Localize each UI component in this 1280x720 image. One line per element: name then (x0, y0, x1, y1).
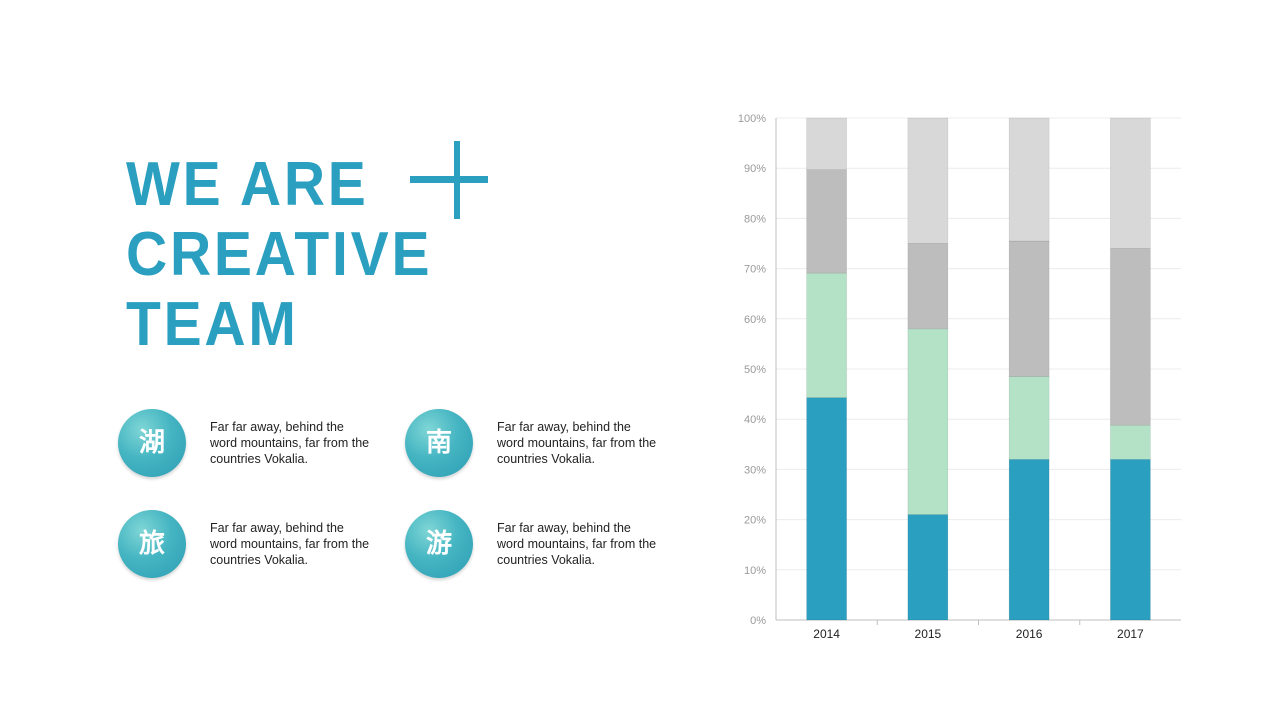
feature-badge: 游 (405, 510, 473, 578)
headline-line-3: TEAM (126, 290, 299, 359)
bar-segment (806, 117, 847, 171)
feature-badge: 旅 (118, 510, 186, 578)
bar-segment (907, 117, 949, 244)
y-tick-label: 30% (744, 464, 766, 476)
bar-segment (806, 272, 847, 398)
bar-segment (1008, 376, 1050, 460)
headline-line-2: CREATIVE (126, 220, 433, 289)
plus-icon (410, 141, 488, 219)
feature-text: Far far away, behind the word mountains,… (497, 420, 657, 466)
y-tick-label: 50% (744, 364, 766, 376)
bar-segment (1110, 248, 1151, 426)
feature-item: 游 Far far away, behind the word mountain… (405, 510, 705, 580)
feature-item: 南 Far far away, behind the word mountain… (405, 409, 705, 479)
y-tick-label: 60% (744, 314, 766, 326)
bar-segment (806, 169, 847, 274)
feature-badge: 湖 (118, 409, 186, 477)
y-tick-label: 0% (750, 615, 766, 627)
bar-segment (1110, 424, 1151, 460)
x-tick-label: 2014 (813, 627, 840, 641)
y-tick-label: 90% (744, 163, 766, 175)
y-tick-label: 70% (744, 264, 766, 276)
x-tick-label: 2017 (1117, 627, 1144, 641)
bar-segment (806, 397, 847, 621)
x-tick-label: 2015 (915, 627, 942, 641)
x-tick-label: 2016 (1016, 627, 1043, 641)
headline-line-1: WE ARE (126, 150, 369, 219)
feature-item: 旅 Far far away, behind the word mountain… (118, 510, 418, 580)
y-tick-label: 20% (744, 515, 766, 527)
bar-segment (907, 514, 949, 621)
bar-segment (1008, 240, 1050, 377)
y-tick-label: 80% (744, 213, 766, 225)
bar-segment (907, 328, 949, 515)
bar-segment (1008, 117, 1050, 242)
headline: WE ARE CREATIVE TEAM (126, 150, 432, 360)
y-tick-label: 100% (738, 113, 766, 125)
feature-badge: 南 (405, 409, 473, 477)
feature-text: Far far away, behind the word mountains,… (210, 420, 370, 466)
bar-segment (907, 243, 949, 330)
feature-text: Far far away, behind the word mountains,… (210, 521, 370, 567)
y-tick-label: 40% (744, 414, 766, 426)
y-tick-label: 10% (744, 565, 766, 577)
feature-item: 湖 Far far away, behind the word mountain… (118, 409, 418, 479)
bar-segment (1110, 117, 1151, 249)
bar-segment (1008, 459, 1050, 621)
bar-segment (1110, 459, 1151, 621)
feature-text: Far far away, behind the word mountains,… (497, 521, 657, 567)
